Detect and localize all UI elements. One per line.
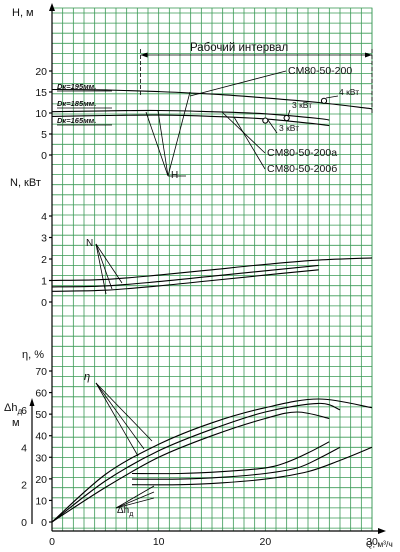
working-interval-label: Рабочий интервал — [190, 42, 288, 54]
power-curve-1 — [51, 264, 319, 288]
power-point-label-3: 3 кВт — [279, 123, 299, 133]
x-tick: 20 — [259, 536, 271, 548]
efficiency-tick: 50 — [35, 409, 47, 421]
power-point-label-1: 4 кВт — [339, 87, 359, 97]
npsh-curve-2 — [131, 446, 373, 486]
efficiency-tick: 60 — [35, 388, 47, 400]
power-leader-3 — [95, 243, 107, 295]
working-interval-arrow-right — [365, 52, 372, 58]
power-point-leader-1 — [325, 95, 339, 99]
efficiency-tick: 0 — [41, 517, 47, 529]
curves — [51, 88, 373, 523]
head-axis-label: H, м — [12, 7, 34, 19]
power-axis-label: N, кВт — [10, 177, 41, 189]
series-label-200a: CM80-50-200а — [267, 147, 337, 159]
head-marker-label: H — [171, 170, 178, 181]
npsh-leader-1 — [115, 485, 155, 509]
head-leader-3 — [167, 91, 191, 177]
efficiency-leader-1 — [95, 382, 153, 442]
efficiency-leader-2 — [95, 382, 145, 450]
power-curve-2 — [51, 269, 319, 292]
npsh-tick: 0 — [21, 517, 27, 529]
impeller-label-195: Dк=195мм. — [57, 82, 96, 91]
npsh-axis-label-sub: д — [17, 407, 22, 416]
npsh-tick: 2 — [21, 480, 27, 492]
series-label-200b: CM80-50-200б — [267, 163, 337, 175]
x-axis-label: Q, м³/ч — [366, 539, 393, 549]
npsh-marker-label: Δhд — [117, 505, 133, 518]
head-tick: 5 — [41, 129, 47, 141]
npsh-axis-label: Δhд — [4, 402, 22, 416]
operating-point-0 — [320, 97, 328, 104]
head-leader-2 — [157, 110, 169, 177]
efficiency-leader-3 — [95, 382, 139, 457]
npsh-axis-label-main: Δh — [4, 402, 17, 414]
power-tick: 0 — [41, 297, 47, 309]
efficiency-tick: 70 — [35, 366, 47, 378]
efficiency-axis-label: η, % — [22, 349, 44, 361]
npsh-marker-main: Δh — [117, 505, 129, 516]
efficiency-tick: 20 — [35, 474, 47, 486]
efficiency-curve-0 — [51, 398, 373, 523]
power-marker-label: N — [86, 238, 93, 249]
x-axis-arrow — [378, 528, 386, 534]
y-axis-arrow — [49, 3, 55, 11]
head-tick: 20 — [35, 66, 47, 78]
npsh-curve-1 — [131, 446, 341, 480]
efficiency-marker-label: η — [84, 371, 90, 383]
efficiency-curve-2 — [51, 411, 330, 523]
power-point-label-2: 3 кВт — [292, 100, 312, 110]
npsh-axis-unit: м — [12, 417, 20, 429]
power-tick: 2 — [41, 254, 47, 266]
x-tick: 0 — [49, 536, 55, 548]
power-tick: 1 — [41, 276, 47, 288]
impeller-label-165: Dк=165мм. — [57, 116, 96, 125]
npsh-leader-2 — [115, 491, 155, 509]
npsh-axis-arrow — [29, 398, 35, 406]
annotations — [57, 49, 373, 509]
series-leader-200 — [189, 70, 287, 97]
head-curve-0 — [51, 88, 373, 110]
power-leader-1 — [95, 243, 123, 284]
operating-point-2 — [283, 114, 290, 122]
working-interval-arrow-left — [140, 52, 148, 58]
npsh-marker-sub: д — [129, 511, 133, 518]
head-tick: 10 — [35, 108, 47, 120]
npsh-tick: 6 — [21, 405, 27, 417]
power-curve-0 — [51, 257, 373, 282]
head-tick: 15 — [35, 87, 47, 99]
efficiency-tick: 30 — [35, 452, 47, 464]
head-tick: 0 — [41, 150, 47, 162]
npsh-leader-3 — [115, 497, 155, 509]
efficiency-curve-1 — [51, 402, 341, 523]
head-leader-1 — [145, 111, 169, 177]
operating-point-1 — [262, 117, 269, 124]
series-label-200: CM80-50-200 — [288, 65, 352, 77]
power-leader-2 — [95, 243, 113, 290]
series-leader-200b — [233, 116, 266, 170]
head-curve-2 — [51, 114, 330, 127]
efficiency-tick: 10 — [35, 495, 47, 507]
power-tick: 4 — [41, 211, 47, 223]
efficiency-tick: 40 — [35, 431, 47, 443]
power-point-leader-2 — [287, 109, 291, 117]
head-curve-1 — [51, 109, 330, 121]
x-tick: 30 — [366, 536, 378, 548]
impeller-label-185: Dк=185мм. — [57, 99, 96, 108]
npsh-curve-0 — [131, 441, 330, 475]
power-tick: 3 — [41, 233, 47, 245]
npsh-tick: 4 — [21, 442, 27, 454]
x-tick: 10 — [153, 536, 165, 548]
power-point-leader-3 — [267, 119, 278, 134]
